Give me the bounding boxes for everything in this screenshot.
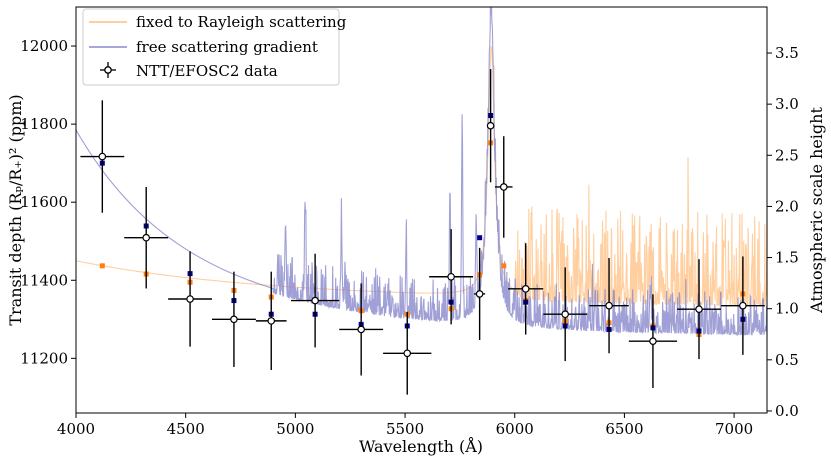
data-point	[677, 259, 721, 360]
legend: fixed to Rayleigh scattering free scatte…	[82, 8, 347, 86]
data-marker	[605, 301, 613, 310]
data-point	[494, 136, 513, 238]
data-marker	[475, 290, 484, 298]
data-marker	[267, 317, 276, 325]
rayleigh-binned-point	[99, 263, 105, 269]
data-marker	[649, 337, 657, 345]
y-tick-label: 11600	[20, 193, 68, 211]
y-tick-label: 12000	[20, 37, 68, 55]
legend-label-rayleigh: fixed to Rayleigh scattering	[136, 13, 347, 31]
data-points	[80, 69, 765, 395]
data-point	[255, 271, 287, 371]
data-point	[628, 294, 678, 389]
x-tick-label: 5000	[276, 420, 314, 438]
x-tick-label: 5500	[386, 420, 424, 438]
data-point	[474, 247, 486, 340]
data-marker	[486, 121, 495, 130]
x-tick-label: 7000	[715, 420, 753, 438]
plot-frame	[75, 6, 768, 414]
data-marker	[142, 233, 150, 242]
data-point	[124, 186, 169, 289]
data-marker	[357, 325, 365, 334]
legend-swatch-data	[100, 62, 116, 78]
data-point	[80, 100, 125, 213]
x-tick-label: 6500	[605, 420, 643, 438]
free-gradient-model-line	[76, 7, 767, 337]
rayleigh-binned-point	[501, 263, 507, 269]
y2-tick-label: 0.0	[775, 402, 799, 420]
data-marker	[230, 315, 238, 324]
data-point	[290, 253, 340, 348]
data-marker	[695, 305, 703, 313]
x-axis-title: Wavelength (Å)	[359, 436, 483, 456]
axis-ticks: 4000 4500 5000 5500 6000 6500 7000 11200 11400 11…	[20, 37, 799, 438]
legend-label-data: NTT/EFOSC2 data	[136, 62, 278, 80]
data-point	[212, 271, 256, 367]
data-marker	[311, 296, 319, 305]
data-point	[339, 283, 384, 376]
data-point	[168, 251, 213, 347]
y2-tick-label: 0.5	[775, 351, 799, 369]
legend-box	[82, 8, 340, 86]
free-binned-point	[477, 235, 483, 241]
data-marker	[447, 272, 455, 281]
rayleigh-model-line	[76, 46, 767, 308]
plot-area	[76, 7, 767, 395]
data-marker	[499, 183, 508, 191]
data-point	[429, 229, 474, 325]
data-marker	[521, 285, 530, 293]
y-tick-label: 11400	[20, 271, 68, 289]
data-marker	[98, 152, 107, 161]
y2-tick-label: 3.5	[775, 44, 799, 62]
y-axis-title: Transit depth (Rₚ/R₊)² (ppm)	[6, 94, 25, 325]
y2-tick-label: 1.0	[775, 300, 799, 318]
x-tick-label: 4000	[57, 420, 95, 438]
y2-tick-label: 2.0	[775, 197, 799, 215]
y2-tick-label: 2.5	[775, 146, 799, 164]
data-point	[543, 267, 588, 362]
y2-tick-label: 1.5	[775, 249, 799, 267]
data-point	[383, 311, 432, 395]
x-tick-label: 6000	[496, 420, 534, 438]
data-marker	[739, 301, 747, 310]
y2-tick-label: 3.0	[775, 95, 799, 113]
y-tick-label: 11800	[20, 115, 68, 133]
data-point	[720, 256, 765, 355]
data-marker	[561, 310, 569, 319]
x-tick-label: 4500	[167, 420, 205, 438]
data-marker	[186, 295, 194, 303]
y-tick-label: 11200	[20, 349, 68, 367]
data-point	[508, 243, 544, 335]
legend-label-free-gradient: free scattering gradient	[136, 38, 318, 56]
data-point	[486, 69, 495, 183]
y2-axis-title: Atmospheric scale height	[807, 107, 826, 314]
data-point	[589, 258, 629, 354]
data-marker	[403, 349, 412, 358]
